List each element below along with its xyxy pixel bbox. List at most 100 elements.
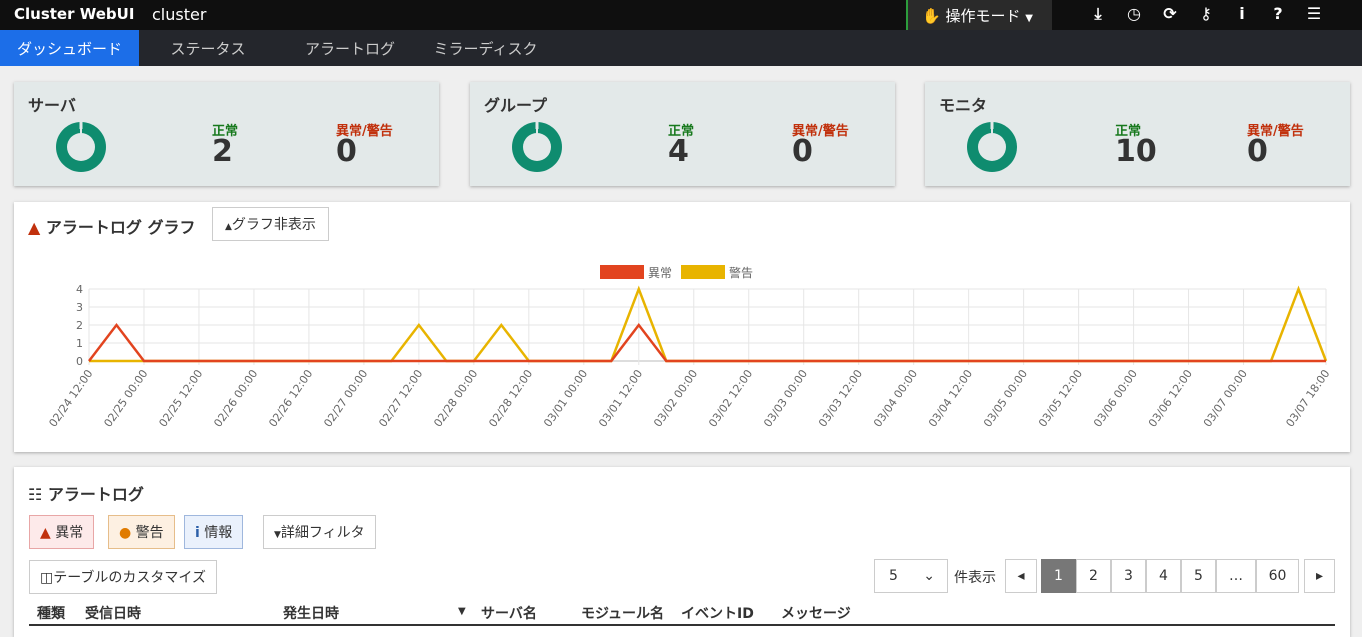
tab-mirror-disk[interactable]: ミラーディスク (433, 40, 538, 58)
x-tick-label: 02/27 12:00 (376, 367, 425, 429)
x-tick-label: 03/02 00:00 (651, 367, 700, 429)
detail-filter-button[interactable]: ▼詳細フィルタ (263, 515, 376, 549)
caret-down-icon: ▼ (274, 530, 281, 540)
col-occurred[interactable]: 発生日時 (283, 606, 339, 622)
x-tick-label: 03/06 00:00 (1091, 367, 1140, 429)
filter-error-button[interactable]: ▲ 異常 (29, 515, 95, 549)
list-icon[interactable]: ☰ (1306, 4, 1322, 23)
x-tick-label: 03/02 12:00 (706, 367, 755, 429)
x-tick-label: 02/26 00:00 (211, 367, 260, 429)
brand-title: Cluster WebUI (14, 5, 135, 23)
x-tick-label: 03/07 18:00 (1283, 367, 1332, 429)
per-page-value: 5 (889, 568, 898, 584)
page-3[interactable]: 3 (1111, 559, 1146, 593)
filter-label: 異常 (55, 525, 84, 541)
exclamation-circle-icon: ● (119, 525, 132, 541)
card-title: サーバ (28, 96, 76, 115)
tab-status[interactable]: ステータス (170, 40, 246, 58)
clock-icon[interactable]: ◷ (1127, 4, 1141, 23)
x-tick-label: 03/01 12:00 (596, 367, 645, 429)
filter-warning-button[interactable]: ● 警告 (108, 515, 175, 549)
mode-dropdown[interactable]: ✋ 操作モード ▼ (906, 0, 1052, 30)
server-card: サーバ 正常 2 異常/警告 0 (14, 82, 439, 186)
key-icon[interactable]: ⚷ (1200, 4, 1212, 23)
x-tick-label: 03/05 00:00 (981, 367, 1030, 429)
group-card: グループ 正常 4 異常/警告 0 (470, 82, 895, 186)
x-tick-label: 03/05 12:00 (1036, 367, 1085, 429)
x-tick-label: 02/26 12:00 (266, 367, 315, 429)
x-tick-label: 03/07 00:00 (1201, 367, 1250, 429)
tab-dashboard[interactable]: ダッシュボード (0, 30, 139, 66)
ng-count: 0 (1247, 134, 1268, 169)
series-line-異常 (88, 322, 1326, 363)
x-tick-label: 02/25 12:00 (156, 367, 205, 429)
filter-info-button[interactable]: i 情報 (184, 515, 244, 549)
y-tick-label: 0 (76, 355, 83, 368)
page-1[interactable]: 1 (1041, 559, 1076, 593)
x-tick-label: 02/25 00:00 (101, 367, 150, 429)
monitor-card: モニタ 正常 10 異常/警告 0 (925, 82, 1350, 186)
legend-swatch (600, 265, 644, 279)
hide-graph-label: グラフ非表示 (231, 217, 316, 233)
y-tick-label: 4 (76, 283, 83, 296)
detail-filter-label: 詳細フィルタ (280, 525, 365, 541)
x-tick-label: 03/04 00:00 (871, 367, 920, 429)
caret-up-icon: ▲ (225, 222, 232, 232)
col-event-id[interactable]: イベントID (681, 606, 754, 622)
ok-count: 2 (212, 134, 233, 169)
page-4[interactable]: 4 (1146, 559, 1181, 593)
customize-table-button[interactable]: ◫テーブルのカスタマイズ (29, 560, 217, 594)
donut-chart (512, 122, 562, 172)
col-module[interactable]: モジュール名 (581, 606, 665, 622)
refresh-icon[interactable]: ⟳ (1163, 4, 1177, 23)
card-title: グループ (484, 96, 548, 115)
x-tick-label: 02/27 00:00 (321, 367, 370, 429)
help-icon[interactable]: ? (1273, 4, 1283, 23)
info-icon[interactable]: i (1239, 4, 1245, 23)
list-icon: ☷ (28, 485, 43, 504)
info-icon: i (195, 525, 200, 541)
col-type[interactable]: 種類 (37, 606, 65, 622)
ng-label: 異常/警告 (336, 124, 393, 139)
ok-label: 正常 (212, 124, 239, 139)
alert-graph-panel: ▲ アラートログ グラフ ▲グラフ非表示 (14, 202, 1350, 452)
legend-label: 異常 (648, 266, 672, 280)
sort-desc-icon: ▼ (458, 606, 466, 617)
page-2[interactable]: 2 (1076, 559, 1111, 593)
y-tick-label: 2 (76, 319, 83, 332)
x-tick-label: 03/01 00:00 (541, 367, 590, 429)
filter-label: 情報 (204, 525, 233, 541)
warning-icon: ▲ (28, 218, 41, 237)
next-page-button[interactable]: ▸ (1304, 559, 1335, 593)
ok-count: 4 (668, 134, 689, 169)
hide-graph-button[interactable]: ▲グラフ非表示 (212, 207, 329, 241)
x-tick-label: 03/03 12:00 (816, 367, 865, 429)
tab-alert-log[interactable]: アラートログ (304, 40, 395, 58)
top-bar: Cluster WebUI cluster ✋ 操作モード ▼ ⤓ ◷ ⟳ ⚷ … (0, 0, 1362, 30)
per-page-select[interactable]: 5 ⌄ (874, 559, 948, 593)
prev-page-button[interactable]: ◂ (1005, 559, 1037, 593)
hand-icon: ✋ (922, 7, 941, 25)
ok-count: 10 (1115, 134, 1157, 169)
filter-label: 警告 (135, 525, 164, 541)
page-60[interactable]: 60 (1256, 559, 1299, 593)
x-tick-label: 03/03 00:00 (761, 367, 810, 429)
col-received[interactable]: 受信日時 (85, 606, 141, 622)
donut-chart (967, 122, 1017, 172)
ok-label: 正常 (1115, 124, 1142, 139)
legend-label: 警告 (729, 265, 753, 280)
ng-count: 0 (792, 134, 813, 169)
caret-down-icon: ▼ (1025, 13, 1033, 24)
customize-label: テーブルのカスタマイズ (53, 570, 206, 586)
col-server[interactable]: サーバ名 (481, 606, 537, 622)
table-header-divider (29, 624, 1335, 626)
per-page-label: 件表示 (954, 570, 996, 586)
mode-label: 操作モード (945, 7, 1021, 25)
y-tick-label: 3 (76, 301, 83, 314)
page-5[interactable]: 5 (1181, 559, 1216, 593)
col-message[interactable]: メッセージ (781, 606, 851, 622)
ng-label: 異常/警告 (1247, 124, 1304, 139)
ok-label: 正常 (668, 124, 695, 139)
download-icon[interactable]: ⤓ (1094, 4, 1102, 23)
